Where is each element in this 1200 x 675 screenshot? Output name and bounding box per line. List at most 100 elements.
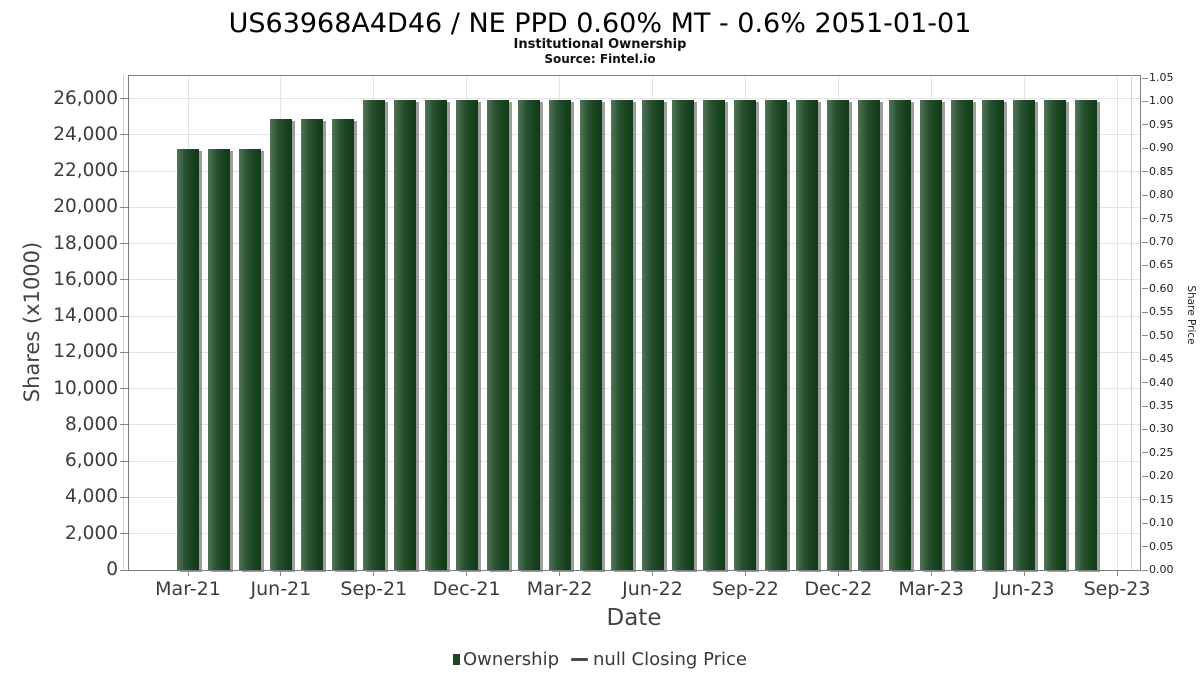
y-axis-tick-right — [1142, 147, 1148, 149]
gridline-horizontal — [128, 460, 1141, 462]
y-axis-tick-label-left: 12,000 — [53, 341, 118, 363]
secondary-axis-line-left — [123, 75, 124, 570]
x-axis-tick — [373, 570, 375, 576]
y-axis-tick-right — [1142, 382, 1148, 384]
ownership-bar — [734, 100, 757, 570]
x-axis-tick-label: Sep-22 — [711, 578, 779, 600]
y-axis-tick-right — [1142, 452, 1148, 454]
gridline-horizontal — [128, 351, 1141, 353]
gridline-vertical — [1116, 75, 1118, 570]
ownership-bar — [641, 100, 664, 570]
ownership-bar — [765, 100, 788, 570]
plot-spine-top — [128, 75, 1141, 76]
y-axis-tick-left — [120, 98, 128, 100]
secondary-axis-line-right — [1131, 75, 1132, 570]
y-axis-tick-left — [120, 279, 128, 281]
ownership-bar — [455, 100, 478, 570]
y-axis-tick-left — [120, 569, 128, 571]
gridline-horizontal — [128, 279, 1141, 281]
legend-label-closing-price: null Closing Price — [593, 649, 747, 670]
y-axis-tick-left — [120, 424, 128, 426]
x-axis-tick — [1023, 570, 1025, 576]
x-axis-tick — [466, 570, 468, 576]
y-axis-tick-right — [1142, 475, 1148, 477]
y-axis-tick-label-right: 0.65 — [1149, 258, 1174, 272]
y-axis-tick-label-left: 26,000 — [53, 87, 118, 109]
y-axis-tick-left — [120, 460, 128, 462]
y-axis-tick-left — [120, 351, 128, 353]
x-axis-tick-label: Mar-23 — [898, 578, 965, 600]
x-axis-tick — [744, 570, 746, 576]
y-axis-label-right: Share Price — [1185, 285, 1197, 345]
y-axis-tick-label-left: 8,000 — [65, 413, 118, 435]
x-axis-tick-label: Sep-23 — [1083, 578, 1151, 600]
y-axis-tick-left — [120, 206, 128, 208]
y-axis-tick-left — [120, 533, 128, 535]
y-axis-tick-label-right: 0.10 — [1149, 516, 1174, 530]
ownership-bar — [331, 118, 354, 570]
chart-subtitle: Institutional Ownership — [513, 37, 687, 52]
y-axis-tick-label-left: 16,000 — [53, 268, 118, 290]
ownership-bar — [207, 149, 230, 570]
ownership-bar — [796, 100, 819, 570]
ownership-bar — [982, 100, 1005, 570]
y-axis-tick-label-left: 4,000 — [65, 486, 118, 508]
y-axis-tick-label-left: 0 — [106, 559, 118, 580]
y-axis-tick-left — [120, 170, 128, 172]
y-axis-tick-left — [120, 134, 128, 136]
y-axis-tick-label-left: 10,000 — [53, 377, 118, 399]
ownership-bar — [610, 100, 633, 570]
gridline-horizontal — [128, 98, 1141, 100]
y-axis-tick-label-right: 0.50 — [1149, 328, 1174, 342]
y-axis-tick-right — [1142, 522, 1148, 524]
y-axis-tick-right — [1142, 499, 1148, 501]
y-axis-tick-right — [1142, 100, 1148, 102]
y-axis-tick-right — [1142, 77, 1148, 79]
y-axis-tick-right — [1142, 241, 1148, 243]
ownership-bar — [238, 149, 261, 570]
y-axis-tick-right — [1142, 171, 1148, 173]
ownership-bar — [393, 100, 416, 570]
gridline-horizontal — [128, 206, 1141, 208]
y-axis-tick-right — [1142, 358, 1148, 360]
y-axis-tick-right — [1142, 264, 1148, 266]
ownership-bar — [889, 100, 912, 570]
gridline-horizontal — [128, 496, 1141, 498]
y-axis-tick-right — [1142, 569, 1148, 571]
y-axis-tick-label-right: 0.25 — [1149, 445, 1174, 459]
ownership-bar — [424, 100, 447, 570]
y-axis-tick-label-left: 6,000 — [65, 450, 118, 472]
y-axis-tick-label-right: 0.70 — [1149, 235, 1174, 248]
x-axis-tick-label: Jun-23 — [993, 578, 1055, 600]
legend-ownership-marker-icon — [453, 654, 461, 665]
ownership-bar — [362, 100, 385, 570]
y-axis-tick-right — [1142, 288, 1148, 290]
ownership-bar — [858, 100, 881, 570]
ownership-bar — [579, 100, 602, 570]
ownership-bar — [177, 149, 199, 570]
legend-label-ownership: Ownership — [463, 649, 560, 670]
x-axis-tick — [1116, 570, 1118, 576]
y-axis-tick-label-right: 0.45 — [1149, 352, 1174, 366]
y-axis-tick-label-right: 0.00 — [1149, 563, 1174, 576]
y-axis-tick-left — [120, 496, 128, 498]
y-axis-tick-label-right: 0.30 — [1149, 422, 1174, 436]
x-axis-label: Date — [606, 605, 662, 631]
ownership-bar — [269, 118, 292, 570]
ownership-bar — [920, 100, 943, 570]
y-axis-tick-label-left: 14,000 — [53, 305, 118, 327]
ownership-bar — [1013, 100, 1036, 570]
gridline-horizontal — [128, 243, 1141, 245]
gridline-horizontal — [128, 315, 1141, 317]
y-axis-tick-label-left: 24,000 — [53, 123, 118, 145]
legend: Ownership null Closing Price — [0, 649, 1200, 670]
y-axis-tick-label-right: 0.85 — [1149, 164, 1174, 178]
ownership-bar — [486, 100, 509, 570]
gridline-horizontal — [128, 170, 1141, 172]
ownership-bar — [548, 100, 571, 570]
plot-spine-left — [128, 75, 129, 571]
y-axis-tick-right — [1142, 311, 1148, 313]
y-axis-tick-label-right: 0.35 — [1149, 399, 1174, 412]
y-axis-tick-label-right: 1.05 — [1149, 71, 1174, 84]
